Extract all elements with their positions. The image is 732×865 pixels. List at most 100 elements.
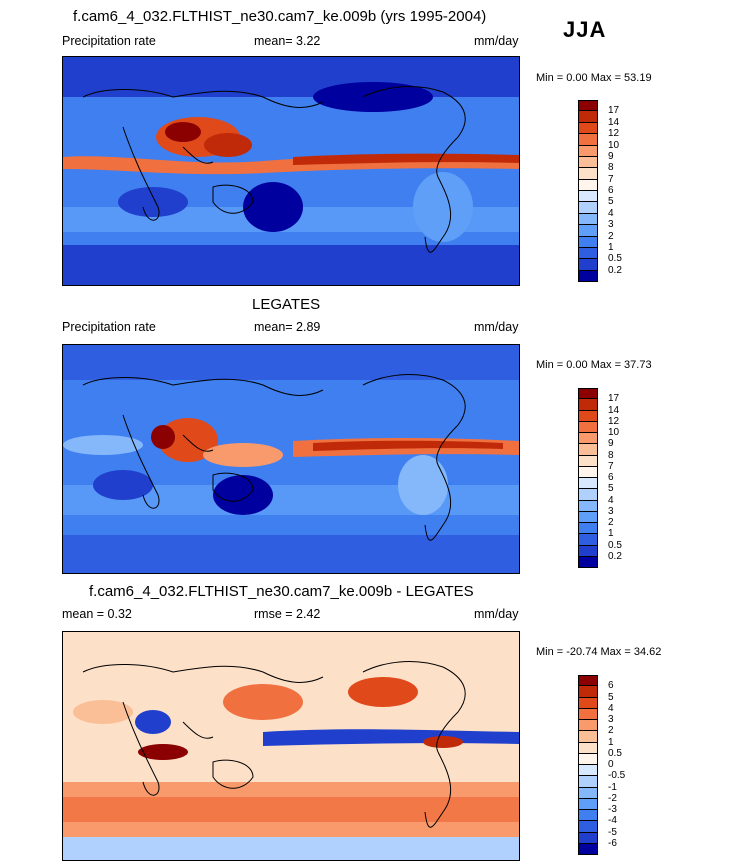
colorbar-cell (578, 810, 598, 822)
colorbar-cell (578, 388, 598, 400)
colorbar-cell (578, 466, 598, 478)
colorbar-cell (578, 156, 598, 169)
colorbar-cell (578, 798, 598, 810)
panel1-units: mm/day (474, 34, 519, 48)
colorbar-level-label: 5 (608, 483, 614, 495)
colorbar-cell (578, 168, 598, 180)
colorbar-level-label: 10 (608, 139, 620, 151)
colorbar-cell (578, 697, 598, 709)
colorbar-level-label: 9 (608, 150, 614, 162)
colorbar-level-label: 12 (608, 128, 620, 140)
colorbar-cell (578, 145, 598, 157)
colorbar-level-label: 8 (608, 162, 614, 174)
panel3-mean: mean = 0.32 (62, 607, 132, 621)
colorbar-level-label: 0.5 (608, 253, 622, 265)
colorbar-level-label: 17 (608, 393, 620, 405)
panel1-map (62, 56, 520, 286)
colorbar-cell (578, 247, 598, 260)
panel2-colorbar: 17 14 12 10 9 8 7 6 5 4 3 2 1 0.5 0.2 (578, 388, 638, 568)
colorbar-cell (578, 832, 598, 844)
colorbar-cell (578, 444, 598, 456)
colorbar-cell (578, 134, 598, 146)
panel2-variable-label: Precipitation rate (62, 320, 156, 334)
colorbar-level-label: 1 (608, 736, 614, 748)
colorbar-cell (578, 236, 598, 248)
colorbar-level-label: 0 (608, 759, 614, 770)
colorbar-level-label: 4 (608, 702, 614, 714)
colorbar-level-label: 14 (608, 404, 620, 416)
colorbar-level-label: 0.2 (608, 264, 622, 276)
panel3-title: f.cam6_4_032.FLTHIST_ne30.cam7_ke.009b -… (89, 583, 474, 600)
colorbar-cell (578, 720, 598, 732)
colorbar-cell (578, 478, 598, 490)
colorbar-level-label: -0.5 (608, 770, 626, 782)
colorbar-level-label: 4 (608, 494, 614, 506)
colorbar-cell (578, 489, 598, 501)
panel3-minmax: Min = -20.74 Max = 34.62 (536, 646, 662, 658)
colorbar-level-label: 0.2 (608, 550, 622, 562)
colorbar-level-label: 1 (608, 241, 614, 253)
colorbar-frame (578, 675, 598, 855)
colorbar-cell (578, 259, 598, 271)
colorbar-cell (578, 776, 598, 788)
colorbar-level-label: -3 (608, 804, 617, 815)
colorbar-cell (578, 675, 598, 687)
panel3-rmse: rmse = 2.42 (254, 607, 321, 621)
panel3-colorbar: 6 5 4 3 2 1 0.5 0 -0.5 -1 -2 -3 -4 -5 -6 (578, 675, 638, 855)
colorbar-cell (578, 455, 598, 467)
colorbar-cell (578, 399, 598, 411)
colorbar-level-label: 12 (608, 415, 620, 427)
panel3-map-field (63, 632, 519, 860)
colorbar-cell (578, 753, 598, 765)
colorbar-level-label: 5 (608, 196, 614, 208)
colorbar-level-label: 6 (608, 185, 614, 196)
colorbar-level-label: 3 (608, 505, 614, 517)
colorbar-level-label: -5 (608, 826, 617, 838)
panel1-variable-label: Precipitation rate (62, 34, 156, 48)
colorbar-level-label: 3 (608, 714, 614, 725)
panel1-title: f.cam6_4_032.FLTHIST_ne30.cam7_ke.009b (… (73, 8, 487, 25)
colorbar-level-label: 10 (608, 427, 620, 438)
colorbar-level-label: 3 (608, 219, 614, 231)
colorbar-cell (578, 122, 598, 135)
colorbar-cell (578, 708, 598, 720)
colorbar-level-label: -6 (608, 837, 617, 849)
panel3-map (62, 631, 520, 861)
panel2-map-field (63, 345, 519, 573)
colorbar-frame (578, 100, 598, 282)
colorbar-cell (578, 500, 598, 512)
panel2-mean: mean= 2.89 (254, 320, 321, 334)
colorbar-cell (578, 511, 598, 523)
colorbar-cell (578, 433, 598, 445)
panel1-mean: mean= 3.22 (254, 34, 321, 48)
colorbar-level-label: 6 (608, 472, 614, 483)
panel3-units: mm/day (474, 607, 519, 621)
colorbar-level-label: 4 (608, 207, 614, 219)
panel1-colorbar: 17 14 12 10 9 8 7 6 5 4 3 2 1 0.5 0.2 (578, 100, 638, 282)
colorbar-cell (578, 213, 598, 226)
colorbar-level-label: 2 (608, 517, 614, 528)
colorbar-frame (578, 388, 598, 568)
colorbar-cell (578, 410, 598, 422)
panel2-map (62, 344, 520, 574)
colorbar-cell (578, 421, 598, 433)
panel1-minmax: Min = 0.00 Max = 53.19 (536, 72, 652, 84)
colorbar-level-label: -4 (608, 815, 617, 827)
colorbar-cell (578, 111, 598, 123)
colorbar-cell (578, 545, 598, 557)
colorbar-cell (578, 731, 598, 743)
colorbar-level-label: 0.5 (608, 539, 622, 551)
panel2-title: LEGATES (252, 296, 321, 313)
colorbar-level-label: 17 (608, 105, 620, 117)
colorbar-cell (578, 742, 598, 754)
colorbar-level-label: -1 (608, 781, 617, 793)
colorbar-level-label: 2 (608, 725, 614, 737)
colorbar-cell (578, 225, 598, 237)
colorbar-level-label: 6 (608, 680, 614, 692)
panel2-units: mm/day (474, 320, 519, 334)
colorbar-cell (578, 179, 598, 191)
season-label: JJA (563, 17, 607, 42)
colorbar-level-label: 5 (608, 691, 614, 703)
colorbar-cell (578, 534, 598, 546)
colorbar-level-label: 9 (608, 438, 614, 450)
